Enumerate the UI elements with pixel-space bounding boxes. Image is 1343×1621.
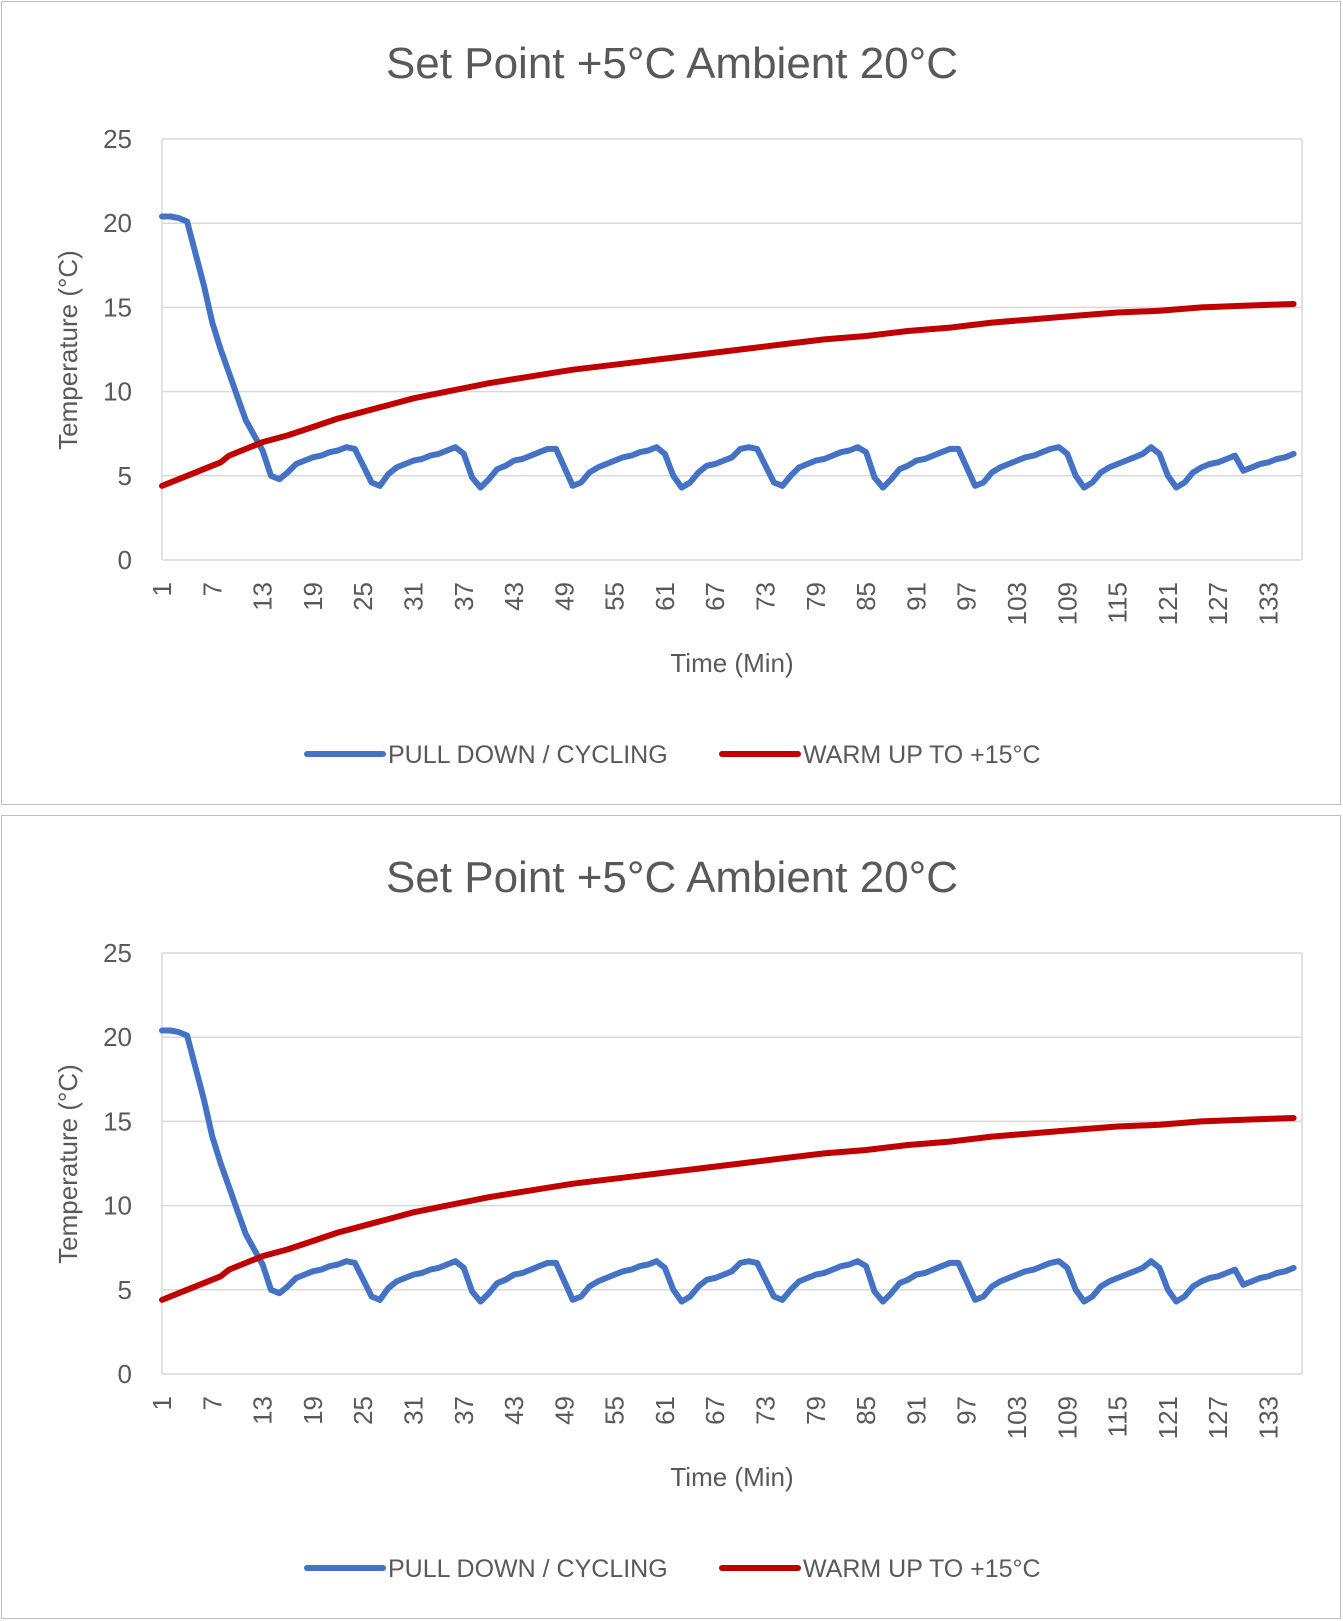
series-line-pull-down-cycling (159, 1027, 1297, 1305)
x-tick-label: 1 (147, 582, 177, 596)
legend-label-pull-down: PULL DOWN / CYCLING (388, 741, 668, 769)
x-tick-label: 31 (398, 1396, 428, 1425)
y-tick-label: 20 (103, 208, 132, 238)
x-tick-label: 61 (650, 582, 680, 611)
x-tick-label: 115 (1103, 582, 1133, 623)
x-tick-label: 49 (549, 582, 579, 611)
x-tick-label: 67 (700, 1396, 730, 1425)
chart-panel-2: Set Point +5°C Ambient 20°C 0 5 10 15 20 25 1 7… (1, 815, 1341, 1619)
x-tick-label: 67 (700, 582, 730, 611)
x-tick-label: 103 (1002, 1396, 1032, 1439)
x-tick-label: 85 (851, 1396, 881, 1425)
x-tick-label: 25 (348, 582, 378, 611)
chart-panel-1: Set Point +5°C Ambient 20°C 0 5 10 15 20 25 1 7… (1, 1, 1341, 805)
y-tick-label: 25 (103, 938, 132, 968)
x-tick-label: 73 (751, 1396, 781, 1425)
y-tick-label: 15 (103, 1106, 132, 1136)
x-tick-label: 121 (1153, 582, 1183, 625)
x-tick-label: 85 (851, 582, 881, 611)
x-tick-label: 103 (1002, 582, 1032, 625)
x-tick-label: 73 (751, 582, 781, 611)
y-tick-label: 5 (118, 461, 132, 491)
legend-label-pull-down: PULL DOWN / CYCLING (388, 1555, 668, 1583)
y-tick-label: 10 (103, 377, 132, 407)
plot-area: 0 5 10 15 20 25 1 7 13 19 25 31 37 43 49 55 61 67 73 79 85 91… (103, 938, 1303, 1439)
x-tick-label: 127 (1203, 582, 1233, 625)
y-tick-label: 20 (103, 1022, 132, 1052)
chart-title: Set Point +5°C Ambient 20°C (386, 39, 958, 88)
x-tick-label: 79 (801, 582, 831, 611)
x-tick-label: 133 (1253, 582, 1283, 625)
x-tick-label: 13 (248, 582, 278, 611)
x-tick-label: 55 (600, 582, 630, 611)
chart-svg-2: Set Point +5°C Ambient 20°C 0 5 10 15 20 25 1 7… (53, 853, 1303, 1583)
x-tick-label: 109 (1052, 1396, 1082, 1439)
x-axis-label: Time (Min) (670, 648, 793, 678)
y-tick-label: 0 (118, 545, 132, 575)
legend-label-warm-up: WARM UP TO +15°C (803, 741, 1041, 769)
x-tick-label: 13 (248, 1396, 278, 1425)
x-tick-label: 79 (801, 1396, 831, 1425)
y-tick-label: 15 (103, 292, 132, 322)
x-tick-label: 7 (197, 582, 227, 596)
x-tick-label: 55 (600, 1396, 630, 1425)
legend: PULL DOWN / CYCLING WARM UP TO +15°C (304, 1555, 1041, 1583)
x-tick-label: 19 (298, 582, 328, 611)
chart-title: Set Point +5°C Ambient 20°C (386, 853, 958, 902)
x-tick-label: 61 (650, 1396, 680, 1425)
legend: PULL DOWN / CYCLING WARM UP TO +15°C (304, 741, 1041, 769)
x-tick-label: 1 (147, 1396, 177, 1410)
series-line-pull-down-cycling (159, 213, 1297, 491)
x-tick-label: 49 (549, 1396, 579, 1425)
x-tick-label: 133 (1253, 1396, 1283, 1439)
y-tick-label: 0 (118, 1359, 132, 1389)
x-tick-label: 43 (499, 582, 529, 611)
legend-label-warm-up: WARM UP TO +15°C (803, 1555, 1041, 1583)
x-tick-label: 91 (901, 1396, 931, 1425)
y-tick-label: 10 (103, 1191, 132, 1221)
chart-svg-1: Set Point +5°C Ambient 20°C 0 5 10 15 20 25 1 7… (53, 39, 1303, 769)
x-tick-label: 7 (197, 1396, 227, 1410)
x-tick-label: 97 (952, 1396, 982, 1425)
x-tick-label: 19 (298, 1396, 328, 1425)
y-tick-label: 25 (103, 124, 132, 154)
x-tick-label: 91 (901, 582, 931, 611)
plot-area: 0 5 10 15 20 25 1 7 13 19 25 31 37 43 49 55 61 67 73 79 85 91… (103, 124, 1303, 625)
x-tick-label: 97 (952, 582, 982, 611)
x-tick-label: 43 (499, 1396, 529, 1425)
y-axis-label: Temperature (°C) (53, 1064, 83, 1264)
x-tick-label: 115 (1103, 1396, 1133, 1437)
x-tick-label: 109 (1052, 582, 1082, 625)
x-axis-label: Time (Min) (670, 1462, 793, 1492)
x-tick-label: 127 (1203, 1396, 1233, 1439)
y-axis-label: Temperature (°C) (53, 250, 83, 450)
x-tick-label: 37 (449, 1396, 479, 1425)
series-line-warm-up (159, 301, 1297, 489)
x-tick-label: 25 (348, 1396, 378, 1425)
x-tick-label: 121 (1153, 1396, 1183, 1439)
x-tick-label: 31 (398, 582, 428, 611)
x-tick-label: 37 (449, 582, 479, 611)
y-tick-label: 5 (118, 1275, 132, 1305)
series-line-warm-up (159, 1115, 1297, 1303)
